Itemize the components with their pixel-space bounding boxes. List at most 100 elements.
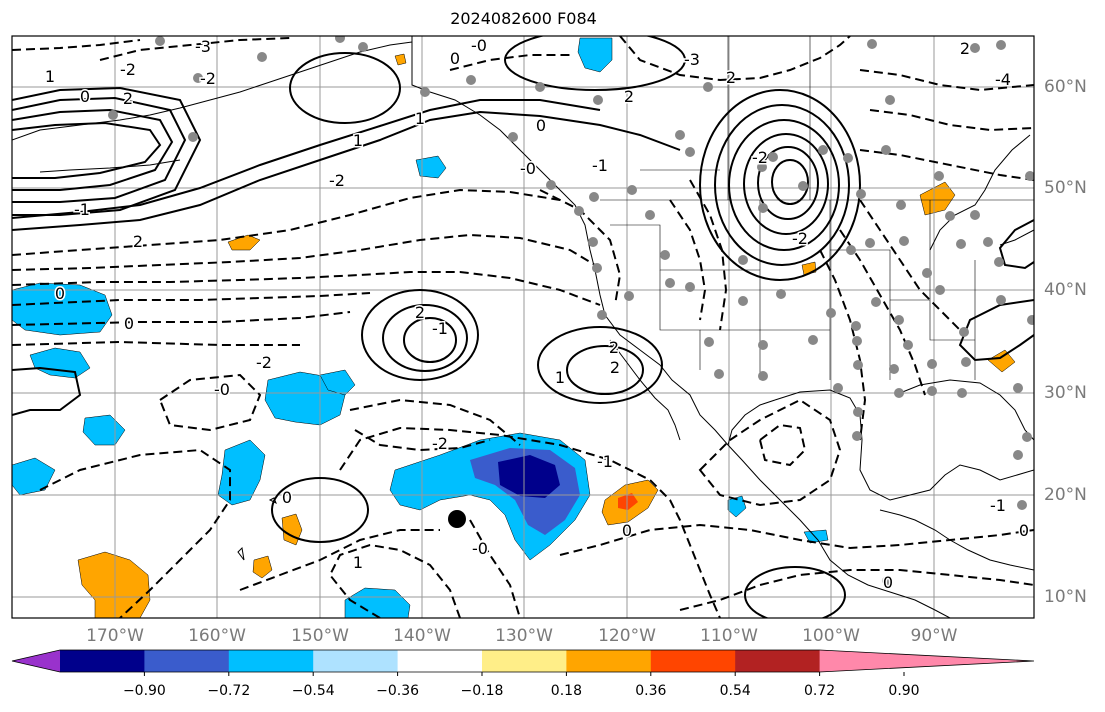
blue-patch [217, 439, 266, 506]
colorbar-segment [313, 650, 399, 672]
orange-patch [77, 551, 151, 618]
contour-label: 0 [124, 314, 134, 333]
longitude-label: 120°W [598, 626, 656, 646]
colorbar-segment [60, 650, 145, 672]
colorbar-outline [11, 649, 1035, 673]
map-frame [11, 35, 1035, 619]
latitude-label: 60°N [1044, 77, 1087, 97]
blue-patch [344, 587, 411, 618]
contour-label: -4 [995, 70, 1011, 89]
orange-patch [919, 181, 956, 216]
blue-patch [319, 369, 356, 396]
contour-label: -0 [520, 159, 536, 178]
colorbar-segment [650, 650, 736, 672]
colorbar-segment [735, 650, 821, 672]
blue-patch [82, 414, 126, 446]
contour-label: -3 [195, 37, 211, 56]
colorbar-extend-high [819, 650, 1034, 672]
colorbar-tick-label: 0.18 [550, 683, 582, 699]
contour-label: -1 [592, 156, 608, 175]
contour-label: 0 [282, 488, 292, 507]
orange-patch [394, 53, 407, 66]
blue-patch [415, 155, 447, 179]
contour-label: 0 [622, 521, 632, 540]
orange-patch [281, 513, 303, 546]
longitude-label: 150°W [291, 626, 349, 646]
blue-patch [577, 37, 613, 73]
colorbar-tick-label: −0.18 [460, 683, 504, 699]
orange-patch [227, 234, 261, 251]
contour-label: 2 [123, 89, 133, 108]
colorbar-tick-label: 0.72 [804, 683, 836, 699]
latitude-label: 10°N [1044, 587, 1087, 607]
contour-label: 0 [536, 116, 546, 135]
contour-label: 1 [555, 368, 565, 387]
longitude-label: 100°W [802, 626, 860, 646]
contour-label: -0 [471, 36, 487, 55]
blue-patch [264, 371, 346, 426]
longitude-label: 160°W [188, 626, 246, 646]
contour-label: 2 [415, 303, 425, 322]
contour-label: 2 [960, 39, 970, 58]
contour-label: 2 [726, 68, 736, 87]
longitude-label: 170°W [86, 626, 144, 646]
contour-label: 2 [624, 87, 634, 106]
colorbar-segment [566, 650, 652, 672]
longitude-label: 130°W [495, 626, 553, 646]
contour-labels: -0-3-210 2-21 00 -322-0 -11-2-42-2-12 -22-100… [43, 36, 1030, 594]
plot-title: 2024082600 F084 [450, 9, 597, 28]
colorbar-segment [397, 650, 483, 672]
contour-label: 2 [610, 358, 620, 377]
colorbar-segment [482, 650, 567, 672]
contour-label: 0 [1019, 521, 1029, 540]
longitude-label: 140°W [393, 626, 451, 646]
colorbar-tick-label: −0.90 [122, 683, 166, 699]
contour-label: 0 [55, 284, 65, 303]
contour-label: 1 [415, 109, 425, 128]
longitude-label: 110°W [700, 626, 758, 646]
contour-label: -2 [256, 353, 272, 372]
contour-label: -1 [74, 200, 90, 219]
latitude-label: 40°N [1044, 280, 1087, 300]
colorbar-tick-label: 0.36 [635, 683, 667, 699]
contour-label: -3 [684, 50, 700, 69]
contour-label: -2 [432, 434, 448, 453]
contour-label: -2 [752, 148, 768, 167]
colorbar-segment [144, 650, 230, 672]
contour-label: 1 [353, 553, 363, 572]
latitude-label: 20°N [1044, 485, 1087, 505]
latitude-label: 50°N [1044, 178, 1087, 198]
longitude-label: 90°W [910, 626, 958, 646]
contour-label: 0 [883, 573, 893, 592]
orange-patch [252, 555, 273, 579]
contour-label: -0 [214, 380, 230, 399]
colorbar-tick-label: −0.54 [291, 683, 335, 699]
contour-label: 2 [133, 232, 143, 251]
contour-label: 1 [353, 131, 363, 150]
negative-contours [12, 36, 1034, 618]
contour-label: -1 [990, 496, 1006, 515]
colorbar-tick-label: −0.36 [376, 683, 420, 699]
colorbar-tick-label: 0.54 [719, 683, 751, 699]
station-dots [108, 36, 1034, 586]
contour-label: -2 [200, 69, 216, 88]
blue-patch [12, 457, 56, 496]
contour-label: 0 [450, 49, 460, 68]
colorbar-extend-low [12, 650, 60, 672]
contour-label: -1 [432, 319, 448, 338]
shaded-anomaly-areas [12, 37, 1016, 618]
blue-patch [727, 495, 747, 518]
contour-label: -1 [597, 452, 613, 471]
contour-label: 2 [609, 338, 619, 357]
latitude-label: 30°N [1044, 383, 1087, 403]
contour-label: -2 [329, 171, 345, 190]
graticule [12, 36, 1034, 618]
blue-patch [29, 347, 91, 379]
colorbar-segment [228, 650, 314, 672]
contour-label: 0 [80, 87, 90, 106]
colorbar-tick-label: −0.72 [207, 683, 251, 699]
storm-center-marker [448, 510, 466, 528]
contour-label: -2 [792, 229, 808, 248]
contour-label: 1 [45, 67, 55, 86]
